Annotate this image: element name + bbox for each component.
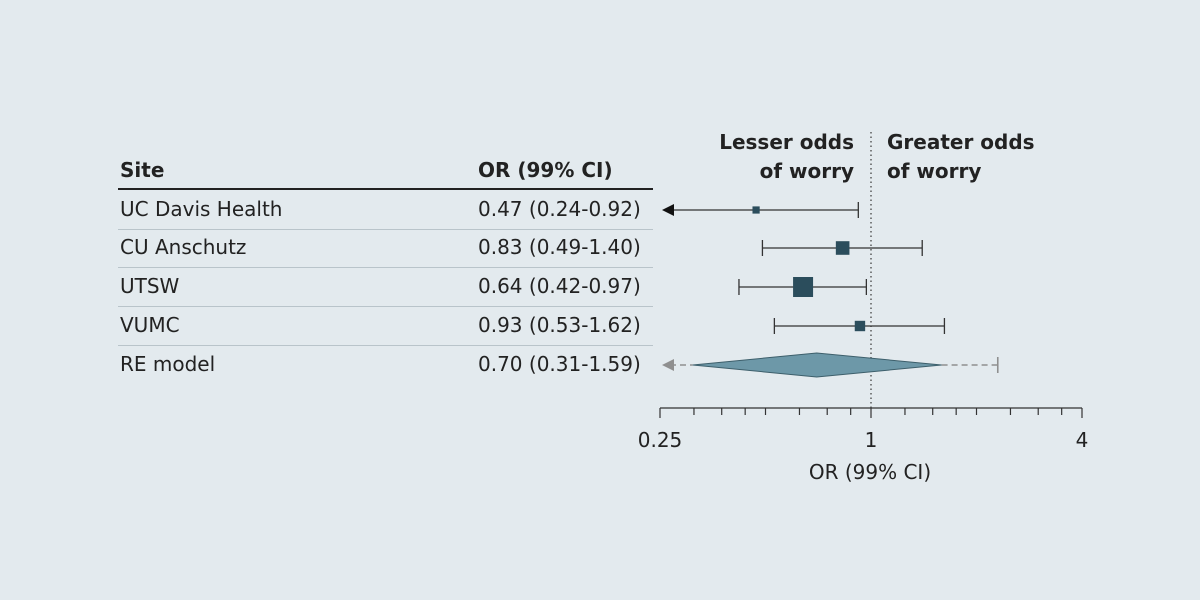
row-divider bbox=[118, 345, 653, 346]
or-value-label: 0.64 (0.42-0.97) bbox=[478, 274, 641, 298]
row-divider bbox=[118, 229, 653, 230]
lesser-odds-line-1: Lesser odds bbox=[719, 130, 854, 154]
or-value-label: 0.93 (0.53-1.62) bbox=[478, 313, 641, 337]
site-label: RE model bbox=[120, 352, 216, 376]
row-divider bbox=[118, 267, 653, 268]
row-divider bbox=[118, 306, 653, 307]
site-label: UTSW bbox=[120, 274, 180, 298]
ci-truncation-arrow bbox=[662, 204, 674, 216]
lesser-odds-label: Lesser odds of worry bbox=[719, 128, 854, 186]
header-rule bbox=[118, 188, 653, 190]
site-label: VUMC bbox=[120, 313, 180, 337]
greater-odds-line-2: of worry bbox=[887, 159, 982, 183]
x-axis-tick-label: 4 bbox=[1075, 428, 1089, 452]
pooled-estimate-diamond bbox=[692, 352, 942, 378]
or-value-label: 0.83 (0.49-1.40) bbox=[478, 235, 641, 259]
x-axis-tick-label: 1 bbox=[864, 428, 878, 452]
or-value-label: 0.70 (0.31-1.59) bbox=[478, 352, 641, 376]
point-estimate-marker bbox=[854, 320, 866, 332]
point-estimate-marker bbox=[835, 241, 850, 255]
point-estimate-marker bbox=[752, 206, 760, 214]
site-label: UC Davis Health bbox=[120, 197, 283, 221]
point-estimate-marker bbox=[793, 277, 814, 297]
prediction-truncation-arrow bbox=[662, 359, 674, 371]
greater-odds-line-1: Greater odds bbox=[887, 130, 1035, 154]
site-label: CU Anschutz bbox=[120, 235, 247, 259]
or-value-label: 0.47 (0.24-0.92) bbox=[478, 197, 641, 221]
x-axis-tick-label: 0.25 bbox=[637, 428, 683, 452]
greater-odds-label: Greater odds of worry bbox=[887, 128, 1035, 186]
or-column-header: OR (99% CI) bbox=[478, 158, 613, 182]
site-column-header: Site bbox=[120, 158, 165, 182]
x-axis-title: OR (99% CI) bbox=[808, 460, 932, 484]
lesser-odds-line-2: of worry bbox=[759, 159, 854, 183]
